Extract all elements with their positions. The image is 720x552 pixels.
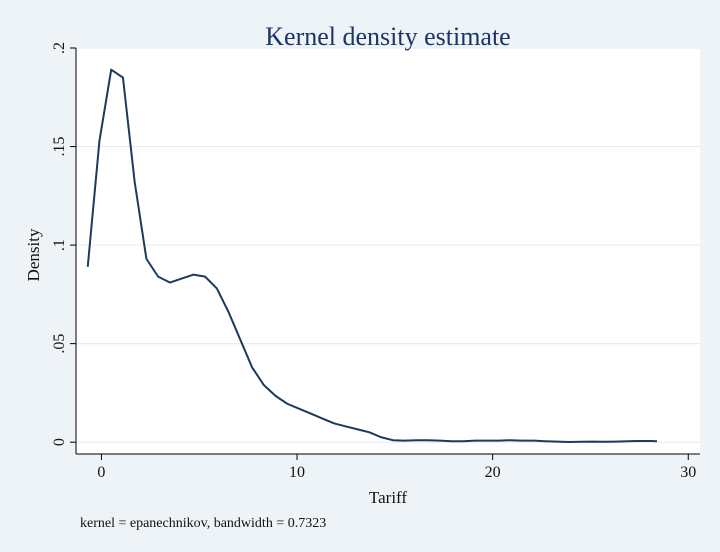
y-tick-label: .05 bbox=[51, 334, 68, 354]
series bbox=[86, 68, 658, 443]
axes bbox=[75, 48, 700, 455]
x-tick-label: 10 bbox=[289, 464, 305, 481]
y-tick-label: .1 bbox=[51, 239, 68, 251]
chart-title: Kernel density estimate bbox=[265, 22, 510, 51]
x-axis-label: Tariff bbox=[369, 488, 407, 507]
x-tick-label: 30 bbox=[680, 464, 696, 481]
y-tick-label: .15 bbox=[51, 137, 68, 157]
x-tick-label: 0 bbox=[97, 464, 105, 481]
kernel-note: kernel = epanechnikov, bandwidth = 0.732… bbox=[80, 516, 326, 531]
x-tick-label: 20 bbox=[485, 464, 501, 481]
y-axis-label: Density bbox=[24, 228, 43, 281]
y-tick-label: .2 bbox=[51, 42, 68, 54]
tick-marks: 0 .05 .1 .15 .2 0 10 20 30 bbox=[51, 42, 696, 481]
plot-area bbox=[76, 48, 700, 454]
density-line bbox=[86, 68, 658, 443]
y-tick-label: 0 bbox=[51, 438, 68, 446]
